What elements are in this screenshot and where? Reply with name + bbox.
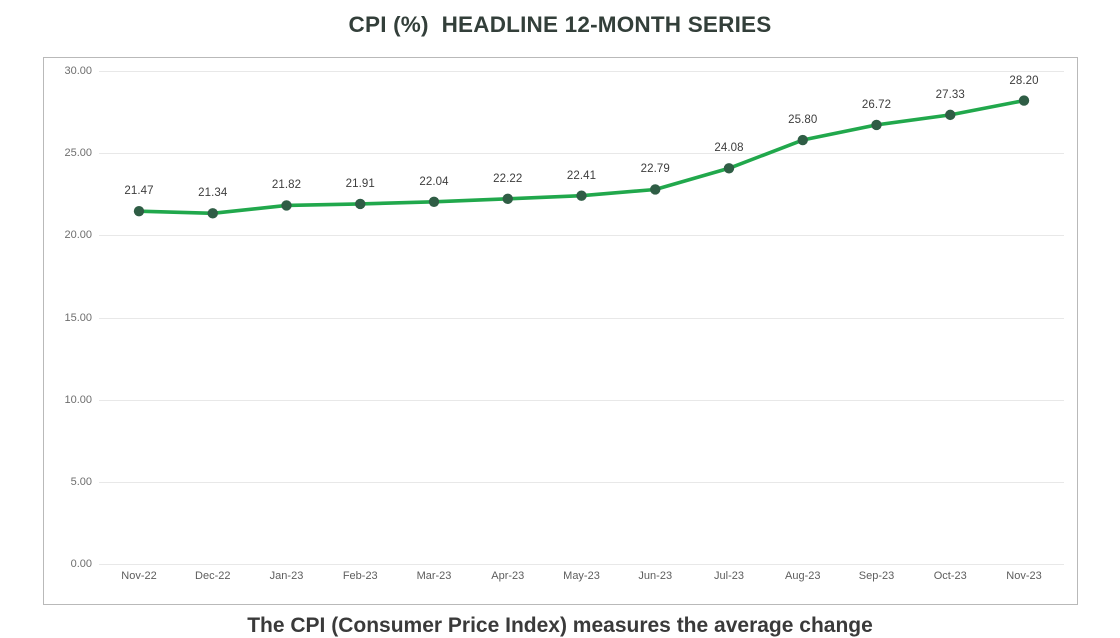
x-axis-tick-label: Dec-22 bbox=[195, 570, 231, 582]
data-point-label: 21.34 bbox=[198, 187, 228, 200]
series-markers bbox=[133, 95, 1030, 219]
data-point-marker bbox=[428, 196, 440, 208]
x-axis-tick-label: Oct-23 bbox=[933, 570, 967, 582]
gridline bbox=[99, 317, 1064, 319]
y-axis-tick-label: 20.00 bbox=[64, 229, 92, 242]
data-point-label: 22.04 bbox=[419, 175, 449, 188]
data-point-marker bbox=[576, 190, 587, 201]
data-point-marker bbox=[355, 198, 366, 210]
data-point-marker bbox=[797, 134, 808, 146]
gridline bbox=[99, 399, 1064, 401]
data-point-label: 22.79 bbox=[640, 163, 670, 176]
x-axis-tick-label: Aug-23 bbox=[785, 570, 821, 582]
plot-area: 0.00 5.00 10.00 15.00 20.00 25.00 30.00 Nov-22… bbox=[44, 58, 1079, 606]
data-point-label: 22.41 bbox=[566, 169, 597, 182]
data-point-marker bbox=[207, 208, 218, 219]
data-point-marker bbox=[502, 193, 513, 205]
x-axis-tick-label: Jul-23 bbox=[714, 570, 744, 582]
data-point-marker bbox=[945, 109, 956, 121]
y-axis-tick-label: 30.00 bbox=[64, 65, 92, 77]
x-axis-tick-label: Nov-22 bbox=[121, 570, 157, 582]
data-point-label: 26.72 bbox=[861, 98, 892, 111]
gridline bbox=[99, 235, 1064, 237]
y-axis-tick-label: 15.00 bbox=[64, 311, 92, 324]
data-point-marker bbox=[281, 200, 292, 211]
data-point-marker bbox=[723, 163, 735, 174]
data-point-marker bbox=[133, 205, 145, 217]
page-title: CPI (%) HEADLINE 12-MONTH SERIES bbox=[348, 12, 772, 37]
x-axis-tick-label: Nov-23 bbox=[1006, 570, 1042, 582]
x-axis-tick-label: Sep-23 bbox=[858, 570, 895, 582]
data-point-label: 21.91 bbox=[345, 177, 375, 190]
y-axis-tick-label: 0.00 bbox=[70, 558, 92, 570]
data-point-label: 25.80 bbox=[788, 114, 818, 127]
data-point-label: 21.47 bbox=[124, 185, 154, 198]
gridline bbox=[99, 71, 1064, 72]
data-point-label: 22.22 bbox=[493, 172, 523, 185]
data-point-marker bbox=[650, 184, 661, 195]
y-axis-tick-label: 25.00 bbox=[64, 147, 92, 160]
x-axis-tick-label: Jun-23 bbox=[638, 570, 673, 582]
x-axis-tick-label: Apr-23 bbox=[491, 570, 525, 582]
x-axis-tick-label: Jan-23 bbox=[269, 570, 304, 582]
data-point-label: 21.82 bbox=[271, 179, 302, 192]
chart-frame: 0.00 5.00 10.00 15.00 20.00 25.00 30.00 Nov-22… bbox=[43, 57, 1078, 605]
gridline bbox=[99, 153, 1064, 155]
x-axis-tick-label: Mar-23 bbox=[416, 570, 452, 582]
gridline bbox=[99, 481, 1064, 483]
y-axis-tick-label: 10.00 bbox=[64, 393, 92, 406]
chart-caption: The CPI (Consumer Price Index) measures … bbox=[247, 614, 873, 637]
data-point-label: 28.20 bbox=[1009, 74, 1039, 87]
data-point-marker bbox=[871, 119, 882, 131]
y-axis-tick-label: 5.00 bbox=[70, 475, 92, 488]
data-point-label: 24.08 bbox=[714, 142, 744, 155]
data-point-label: 27.33 bbox=[935, 88, 965, 101]
gridline bbox=[99, 564, 1064, 565]
data-point-marker bbox=[1018, 95, 1030, 106]
series-line-chart bbox=[133, 95, 1030, 219]
x-axis-tick-label: Feb-23 bbox=[342, 570, 378, 582]
x-axis-tick-label: May-23 bbox=[563, 570, 600, 582]
